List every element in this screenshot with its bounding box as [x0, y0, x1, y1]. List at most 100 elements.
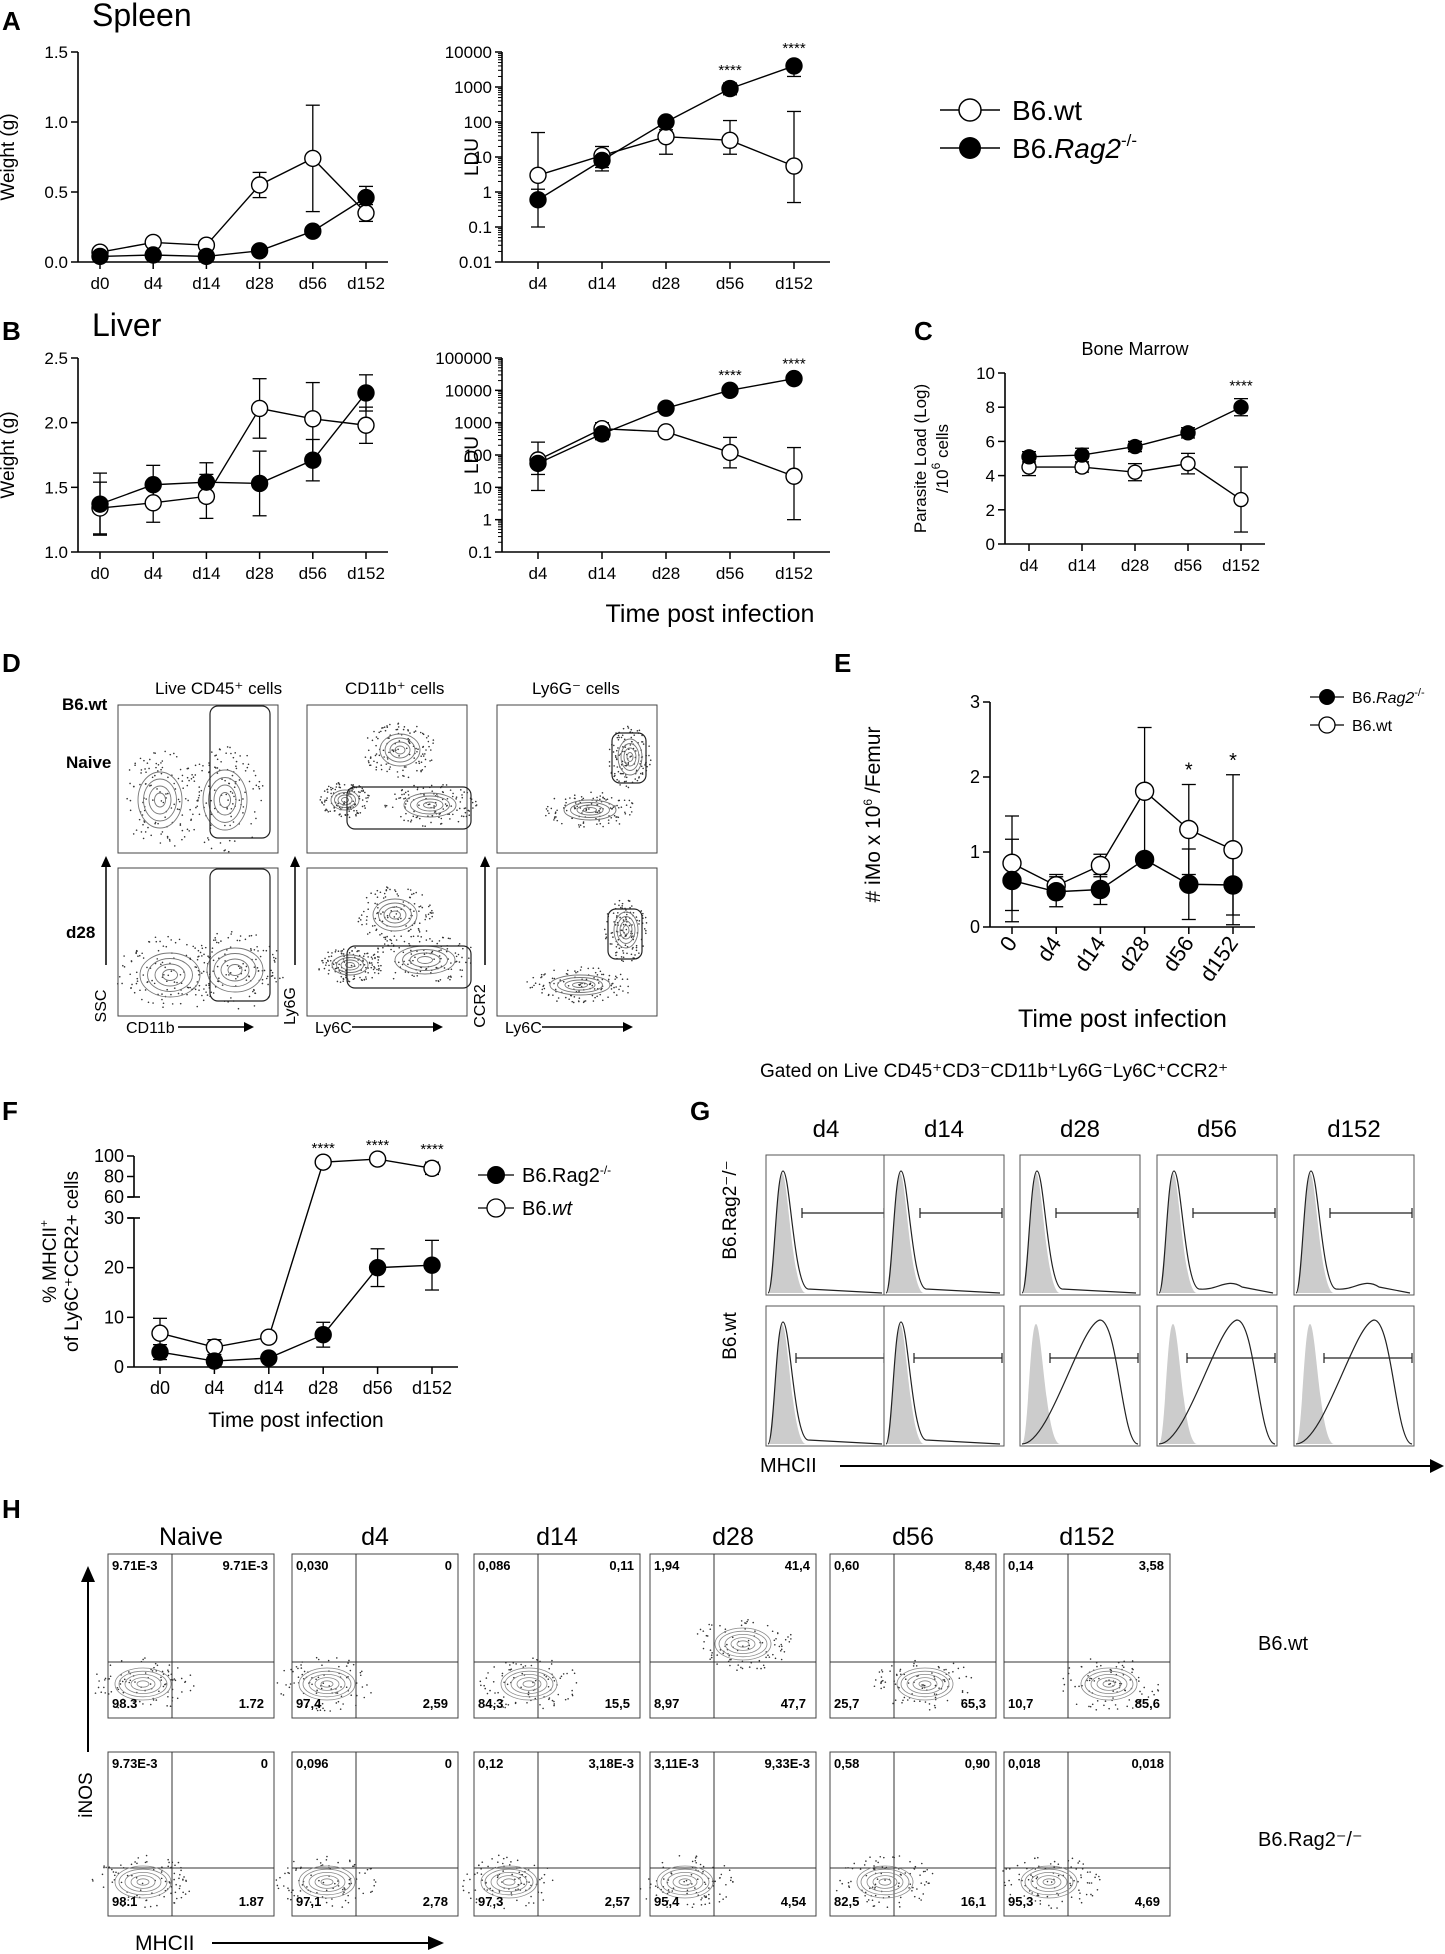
flow-contour [331, 954, 369, 976]
y-tick-label: 10 [976, 364, 995, 383]
contour-dot [701, 1897, 703, 1899]
flow-dot [440, 949, 442, 951]
contour-dot [865, 1860, 867, 1862]
flow-dot [161, 766, 164, 769]
contour-dot [300, 1667, 303, 1669]
flow-dot [645, 929, 647, 932]
flow-dot [367, 972, 369, 974]
flow-dot [150, 834, 152, 837]
contour-dot [915, 1665, 918, 1667]
flow-dot [408, 753, 411, 756]
contour-dot [557, 1693, 560, 1696]
flow-contour [378, 902, 412, 928]
flow-contour [410, 795, 450, 815]
flow-dot [174, 941, 177, 944]
data-point-rag [250, 474, 269, 493]
flow-dot [213, 807, 216, 810]
flow-contour [143, 778, 177, 822]
contour-dot [760, 1667, 762, 1670]
flow-dot [601, 792, 604, 794]
flow-dot [619, 916, 621, 919]
contour-ring [1024, 1868, 1074, 1896]
series-line-wt [159, 1158, 433, 1348]
contour-frame [1003, 1751, 1171, 1917]
contour-ring [1042, 1878, 1056, 1886]
flow-dot [244, 969, 247, 972]
flow-dot [229, 972, 232, 974]
contour-dot [1074, 1685, 1076, 1688]
y-axis-label: Parasite Load (Log)/106 cells [911, 384, 952, 533]
flow-dot [205, 984, 207, 987]
flow-dot [229, 790, 232, 793]
flow-dot [184, 797, 187, 800]
contour-dot [142, 1658, 144, 1661]
contour-dot [1018, 1878, 1020, 1881]
contour-dot [290, 1891, 293, 1894]
flow-dot [613, 814, 616, 817]
flow-dot [388, 751, 390, 754]
flow-dot [355, 809, 358, 812]
contour-dot [1114, 1704, 1117, 1706]
contour-dot [182, 1891, 184, 1894]
flow-dot [330, 792, 332, 795]
contour-dot [111, 1868, 113, 1871]
contour-dot [961, 1699, 963, 1701]
flow-dot [231, 774, 234, 777]
flow-dot [605, 799, 607, 801]
flow-dot [363, 910, 365, 913]
contour-dot [897, 1885, 900, 1888]
flow-dot [383, 726, 386, 728]
contour-ring [906, 1674, 944, 1695]
contour-dot [1096, 1888, 1099, 1891]
flow-dot [205, 991, 207, 993]
flow-dot [188, 830, 191, 832]
flow-dot [134, 764, 136, 767]
quadrant-value-ll: 97,1 [296, 1894, 321, 1909]
contour-ring [522, 1680, 536, 1688]
flow-dot [402, 728, 405, 731]
flow-dot [134, 762, 136, 765]
flow-dot [253, 770, 255, 772]
contour-dot [120, 1864, 122, 1866]
contour-dot [1036, 1876, 1039, 1878]
contour-dot [659, 1898, 661, 1901]
contour-dot [295, 1867, 298, 1870]
contour-dot [690, 1873, 693, 1876]
contour-dot [1080, 1876, 1082, 1879]
flow-dot [162, 801, 165, 804]
flow-dot [170, 939, 172, 941]
flow-dot [207, 839, 210, 841]
flow-dot [416, 750, 418, 753]
contour-dot [1088, 1705, 1090, 1708]
contour-dot [484, 1687, 487, 1690]
flow-dot [272, 956, 275, 959]
flow-dot [593, 988, 596, 990]
flow-dot [573, 996, 576, 998]
flow-dot [642, 767, 644, 770]
contour-dot [780, 1658, 783, 1661]
contour-dot [730, 1658, 732, 1661]
flow-dot [599, 807, 601, 810]
flow-dot [534, 982, 537, 984]
flow-dot [553, 797, 556, 800]
contour-dot [667, 1879, 670, 1881]
flow-dot [608, 765, 611, 767]
flow-dot [361, 923, 363, 926]
flow-dot [144, 831, 147, 833]
contour-dot [691, 1866, 694, 1869]
contour-dot [483, 1684, 485, 1687]
flow-dot [375, 929, 377, 932]
contour-dot [944, 1680, 946, 1683]
flow-dot [596, 823, 598, 825]
flow-dot [388, 768, 391, 770]
flow-dot [632, 911, 635, 914]
contour-dot [127, 1896, 130, 1898]
contour-dot [540, 1891, 543, 1894]
flow-dot [181, 829, 184, 832]
flow-dot [572, 1001, 575, 1004]
contour-dot [171, 1688, 174, 1691]
flow-dot [186, 776, 189, 779]
contour-dot [952, 1671, 954, 1673]
contour-dot [136, 1894, 138, 1897]
flow-dot [139, 989, 141, 992]
